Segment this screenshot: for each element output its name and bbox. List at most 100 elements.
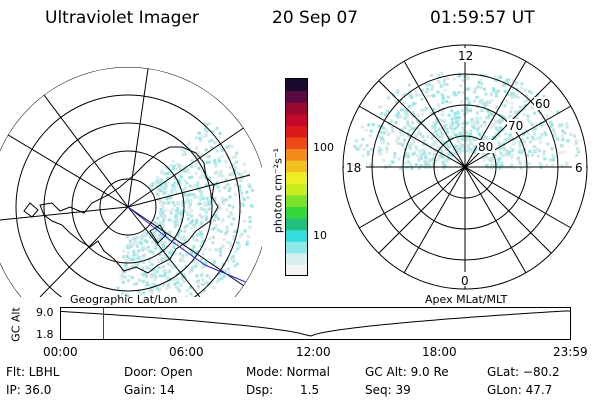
aurora-pixel: [218, 131, 222, 135]
aurora-pixel: [437, 73, 441, 77]
aurora-pixel: [126, 258, 130, 262]
aurora-pixel: [203, 122, 207, 126]
aurora-pixel: [135, 253, 139, 257]
aurora-pixel: [490, 156, 494, 160]
aurora-pixel: [236, 262, 240, 266]
aurora-pixel: [411, 110, 415, 114]
aurora-pixel: [220, 276, 224, 280]
aurora-pixel: [469, 129, 473, 133]
aurora-pixel: [432, 158, 436, 162]
aurora-pixel: [152, 239, 156, 243]
aurora-pixel: [195, 183, 199, 187]
aurora-pixel: [524, 94, 528, 98]
aurora-pixel: [141, 248, 145, 252]
aurora-pixel: [403, 92, 407, 96]
aurora-pixel: [168, 285, 172, 289]
aurora-pixel: [185, 224, 189, 228]
aurora-pixel: [152, 231, 156, 235]
aurora-pixel: [522, 140, 526, 144]
aurora-pixel: [461, 125, 465, 129]
aurora-pixel: [417, 130, 421, 134]
aurora-pixel: [533, 149, 537, 153]
mlt-label-18: 18: [346, 161, 361, 175]
aurora-pixel: [171, 201, 175, 205]
aurora-pixel: [466, 73, 470, 77]
aurora-pixel: [158, 233, 162, 237]
aurora-pixel: [211, 241, 215, 245]
aurora-pixel: [200, 258, 204, 262]
aurora-pixel: [507, 153, 511, 157]
aurora-pixel: [214, 210, 218, 214]
aurora-pixel: [494, 94, 498, 98]
aurora-pixel: [416, 154, 420, 158]
aurora-pixel: [560, 134, 564, 138]
aurora-pixel: [199, 206, 203, 210]
aurora-pixel: [173, 251, 177, 255]
aurora-pixel: [185, 253, 189, 257]
aurora-pixel: [528, 149, 532, 153]
aurora-pixel: [214, 213, 218, 217]
aurora-pixel: [163, 191, 167, 195]
aurora-pixel: [377, 105, 381, 109]
aurora-pixel: [557, 124, 561, 128]
aurora-pixel: [178, 252, 182, 256]
aurora-pixel: [496, 89, 500, 93]
aurora-pixel: [142, 233, 146, 237]
aurora-pixel: [488, 111, 492, 115]
aurora-pixel: [245, 190, 249, 194]
aurora-pixel: [442, 113, 446, 117]
aurora-pixel: [148, 249, 152, 253]
colorbar-cell: [286, 229, 307, 242]
aurora-pixel: [150, 184, 154, 188]
aurora-pixel: [234, 192, 238, 196]
aurora-pixel: [180, 256, 184, 260]
aurora-pixel: [472, 99, 476, 103]
aurora-pixel: [556, 137, 560, 141]
aurora-pixel: [235, 151, 239, 155]
aurora-pixel: [371, 164, 375, 168]
aurora-pixel: [162, 265, 166, 269]
aurora-pixel: [536, 154, 540, 158]
colorbar-cell: [286, 136, 307, 150]
aurora-pixel: [527, 166, 531, 170]
aurora-pixel: [157, 221, 161, 225]
aurora-pixel: [467, 87, 471, 91]
aurora-pixel: [158, 199, 162, 203]
aurora-pixel: [176, 271, 180, 275]
aurora-pixel: [201, 278, 205, 282]
aurora-pixel: [472, 150, 476, 154]
aurora-pixel: [121, 280, 125, 284]
aurora-pixel: [183, 149, 187, 153]
aurora-pixel: [444, 123, 448, 127]
aurora-pixel: [395, 138, 399, 142]
aurora-pixel: [183, 225, 187, 229]
aurora-pixel: [156, 259, 160, 263]
aurora-pixel: [479, 135, 483, 139]
aurora-pixel: [565, 122, 569, 126]
aurora-pixel: [530, 153, 534, 157]
aurora-pixel: [520, 86, 524, 90]
aurora-pixel: [208, 277, 212, 281]
aurora-pixel: [443, 119, 447, 123]
aurora-pixel: [162, 231, 166, 235]
aurora-pixel: [496, 129, 500, 133]
aurora-pixel: [199, 221, 203, 225]
info-ip: IP: 36.0: [6, 383, 52, 397]
aurora-pixel: [181, 189, 185, 193]
aurora-pixel: [437, 104, 441, 108]
aurora-pixel: [402, 155, 406, 159]
aurora-pixel: [125, 254, 129, 258]
aurora-pixel: [461, 149, 465, 153]
aurora-pixel: [490, 113, 494, 117]
aurora-pixel: [155, 222, 159, 226]
aurora-pixel: [422, 148, 426, 152]
aurora-pixel: [149, 285, 153, 289]
aurora-pixel: [155, 226, 159, 230]
aurora-pixel: [383, 131, 387, 135]
aurora-pixel: [539, 140, 543, 144]
aurora-pixel: [195, 146, 199, 150]
aurora-pixel: [460, 100, 464, 104]
aurora-pixel: [141, 267, 145, 271]
aurora-pixel: [235, 229, 239, 233]
aurora-pixel: [208, 248, 212, 252]
